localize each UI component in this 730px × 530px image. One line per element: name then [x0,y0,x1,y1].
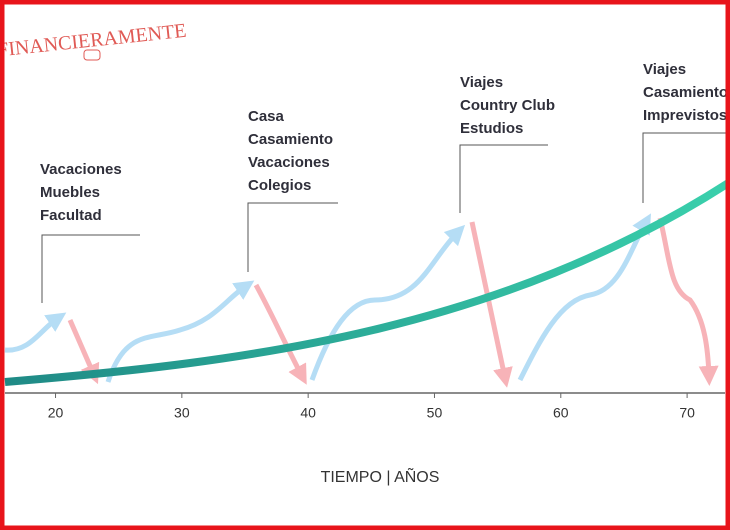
arrows [4,213,719,388]
annotation-line: Estudios [460,120,523,137]
annotation-line: Country Club [460,97,555,114]
annotation-line: Casamiento [248,131,333,148]
annotation-line: Imprevistos [643,107,727,124]
annotation-line: Viajes [643,61,686,78]
annotation-line: Muebles [40,184,100,201]
x-tick-label: 70 [679,405,695,421]
bracket [459,144,548,213]
x-tick-label: 20 [48,405,64,421]
annotation-line: Colegios [248,177,311,194]
annotation-line: Facultad [40,207,102,224]
bracket [642,132,730,203]
x-tick-label: 40 [300,405,316,421]
annotation-line: Casamiento [643,84,728,101]
x-tick-label: 50 [427,405,443,421]
annotation-line: Vacaciones [248,154,330,171]
x-axis-label: TIEMPO | AÑOS [321,466,440,486]
bracket [41,234,140,303]
growth-curve [4,178,730,386]
x-tick-label: 30 [174,405,190,421]
annotation-line: Viajes [460,74,503,91]
bracket [247,202,338,272]
annotation-line: Casa [248,108,285,125]
annotation-line: Vacaciones [40,161,122,178]
logo-flag [83,49,101,61]
x-tick-label: 60 [553,405,569,421]
